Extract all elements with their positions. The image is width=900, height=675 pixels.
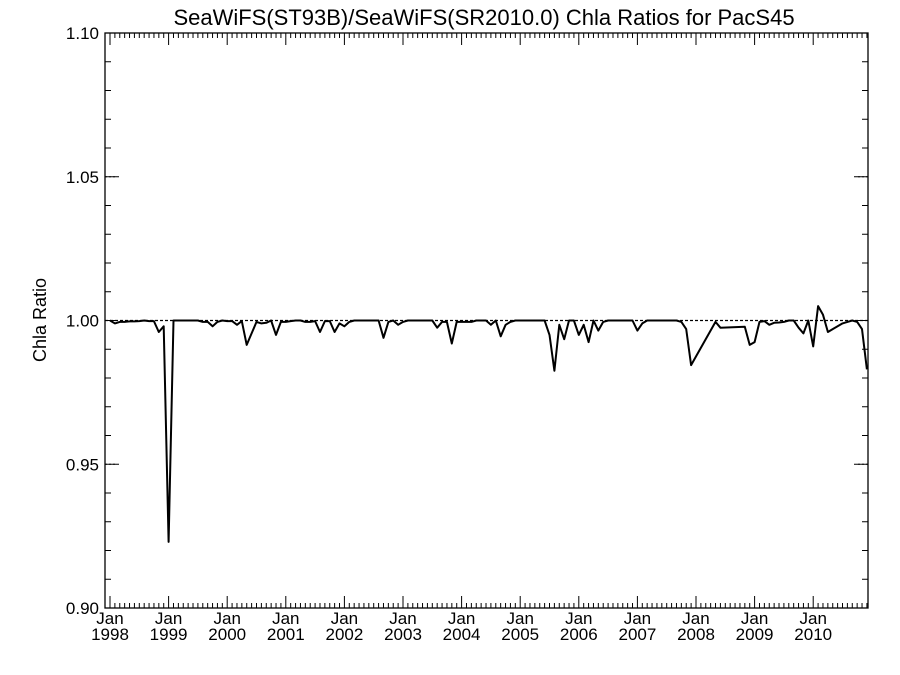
- x-tick-label-year: 2004: [443, 625, 481, 644]
- series-line: [109, 305, 868, 543]
- x-tick-label-year: 1999: [150, 625, 188, 644]
- y-tick-label: 0.95: [66, 455, 99, 474]
- x-tick-label-year: 2008: [677, 625, 715, 644]
- plot-frame: [104, 32, 869, 609]
- x-tick-label-month: Jan: [682, 609, 709, 628]
- x-tick-label-month: Jan: [389, 609, 416, 628]
- x-tick-label-year: 2010: [794, 625, 832, 644]
- x-tick-label-year: 2001: [267, 625, 305, 644]
- x-tick-label-year: 2005: [501, 625, 539, 644]
- x-tick-label-month: Jan: [506, 609, 533, 628]
- chart-title: SeaWiFS(ST93B)/SeaWiFS(SR2010.0) Chla Ra…: [173, 5, 794, 30]
- x-tick-label-year: 2007: [618, 625, 656, 644]
- x-tick-label-month: Jan: [96, 609, 123, 628]
- x-tick-label-month: Jan: [624, 609, 651, 628]
- y-tick-label: 1.05: [66, 168, 99, 187]
- x-tick-label-month: Jan: [155, 609, 182, 628]
- x-tick-label-month: Jan: [272, 609, 299, 628]
- x-tick-label-year: 1998: [91, 625, 129, 644]
- series-layer: [109, 305, 868, 543]
- x-tick-label-month: Jan: [741, 609, 768, 628]
- x-tick-label-year: 2003: [384, 625, 422, 644]
- x-tick-label-year: 2009: [736, 625, 774, 644]
- x-tick-label-month: Jan: [448, 609, 475, 628]
- x-tick-label-month: Jan: [331, 609, 358, 628]
- labels-layer: 1.101.051.000.950.90Jan1998Jan1999Jan200…: [66, 24, 832, 644]
- x-tick-label-month: Jan: [213, 609, 240, 628]
- x-tick-label-year: 2002: [325, 625, 363, 644]
- x-tick-label-month: Jan: [565, 609, 592, 628]
- y-tick-label: 1.10: [66, 24, 99, 43]
- x-tick-label-year: 2000: [208, 625, 246, 644]
- x-tick-label-month: Jan: [799, 609, 826, 628]
- y-axis-label: Chla Ratio: [30, 278, 50, 362]
- y-tick-label: 1.00: [66, 312, 99, 331]
- y-tick-label: 0.90: [66, 599, 99, 618]
- x-tick-label-year: 2006: [560, 625, 598, 644]
- ticks-layer: [105, 32, 868, 609]
